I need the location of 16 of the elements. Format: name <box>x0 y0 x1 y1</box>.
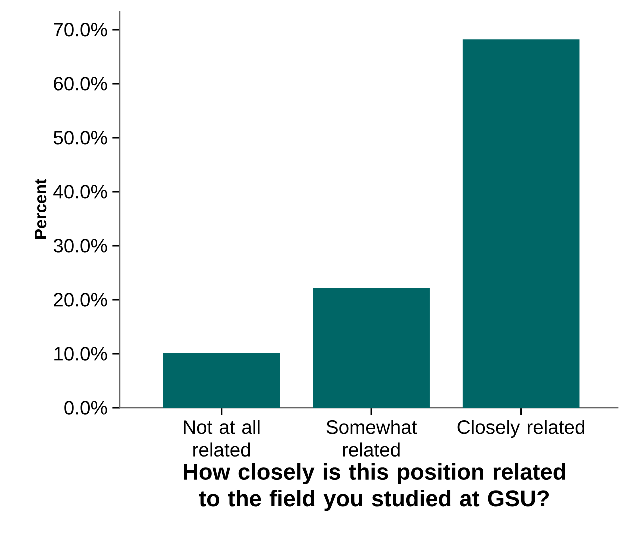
x-tick-label: Closely related <box>458 420 585 438</box>
x-tick-label: Not at all related <box>184 420 260 457</box>
y-tick-label: 30.0% <box>54 239 108 253</box>
bar <box>163 353 280 408</box>
y-tick-label: 40.0% <box>54 185 108 199</box>
y-tick-label: 60.0% <box>54 77 108 91</box>
y-tick-label: 50.0% <box>54 131 108 145</box>
y-tick-label: 20.0% <box>54 293 108 307</box>
x-tick-label: Somewhat related <box>326 420 418 457</box>
y-axis-title: Percent <box>35 179 47 239</box>
x-axis-title: How closely is this position related to the field you studied at GSU? <box>184 463 566 512</box>
bar <box>313 288 430 408</box>
y-tick-label: 70.0% <box>54 23 108 37</box>
y-tick-label: 0.0% <box>64 401 108 415</box>
bar <box>462 40 580 408</box>
y-tick-label: 10.0% <box>54 347 108 361</box>
